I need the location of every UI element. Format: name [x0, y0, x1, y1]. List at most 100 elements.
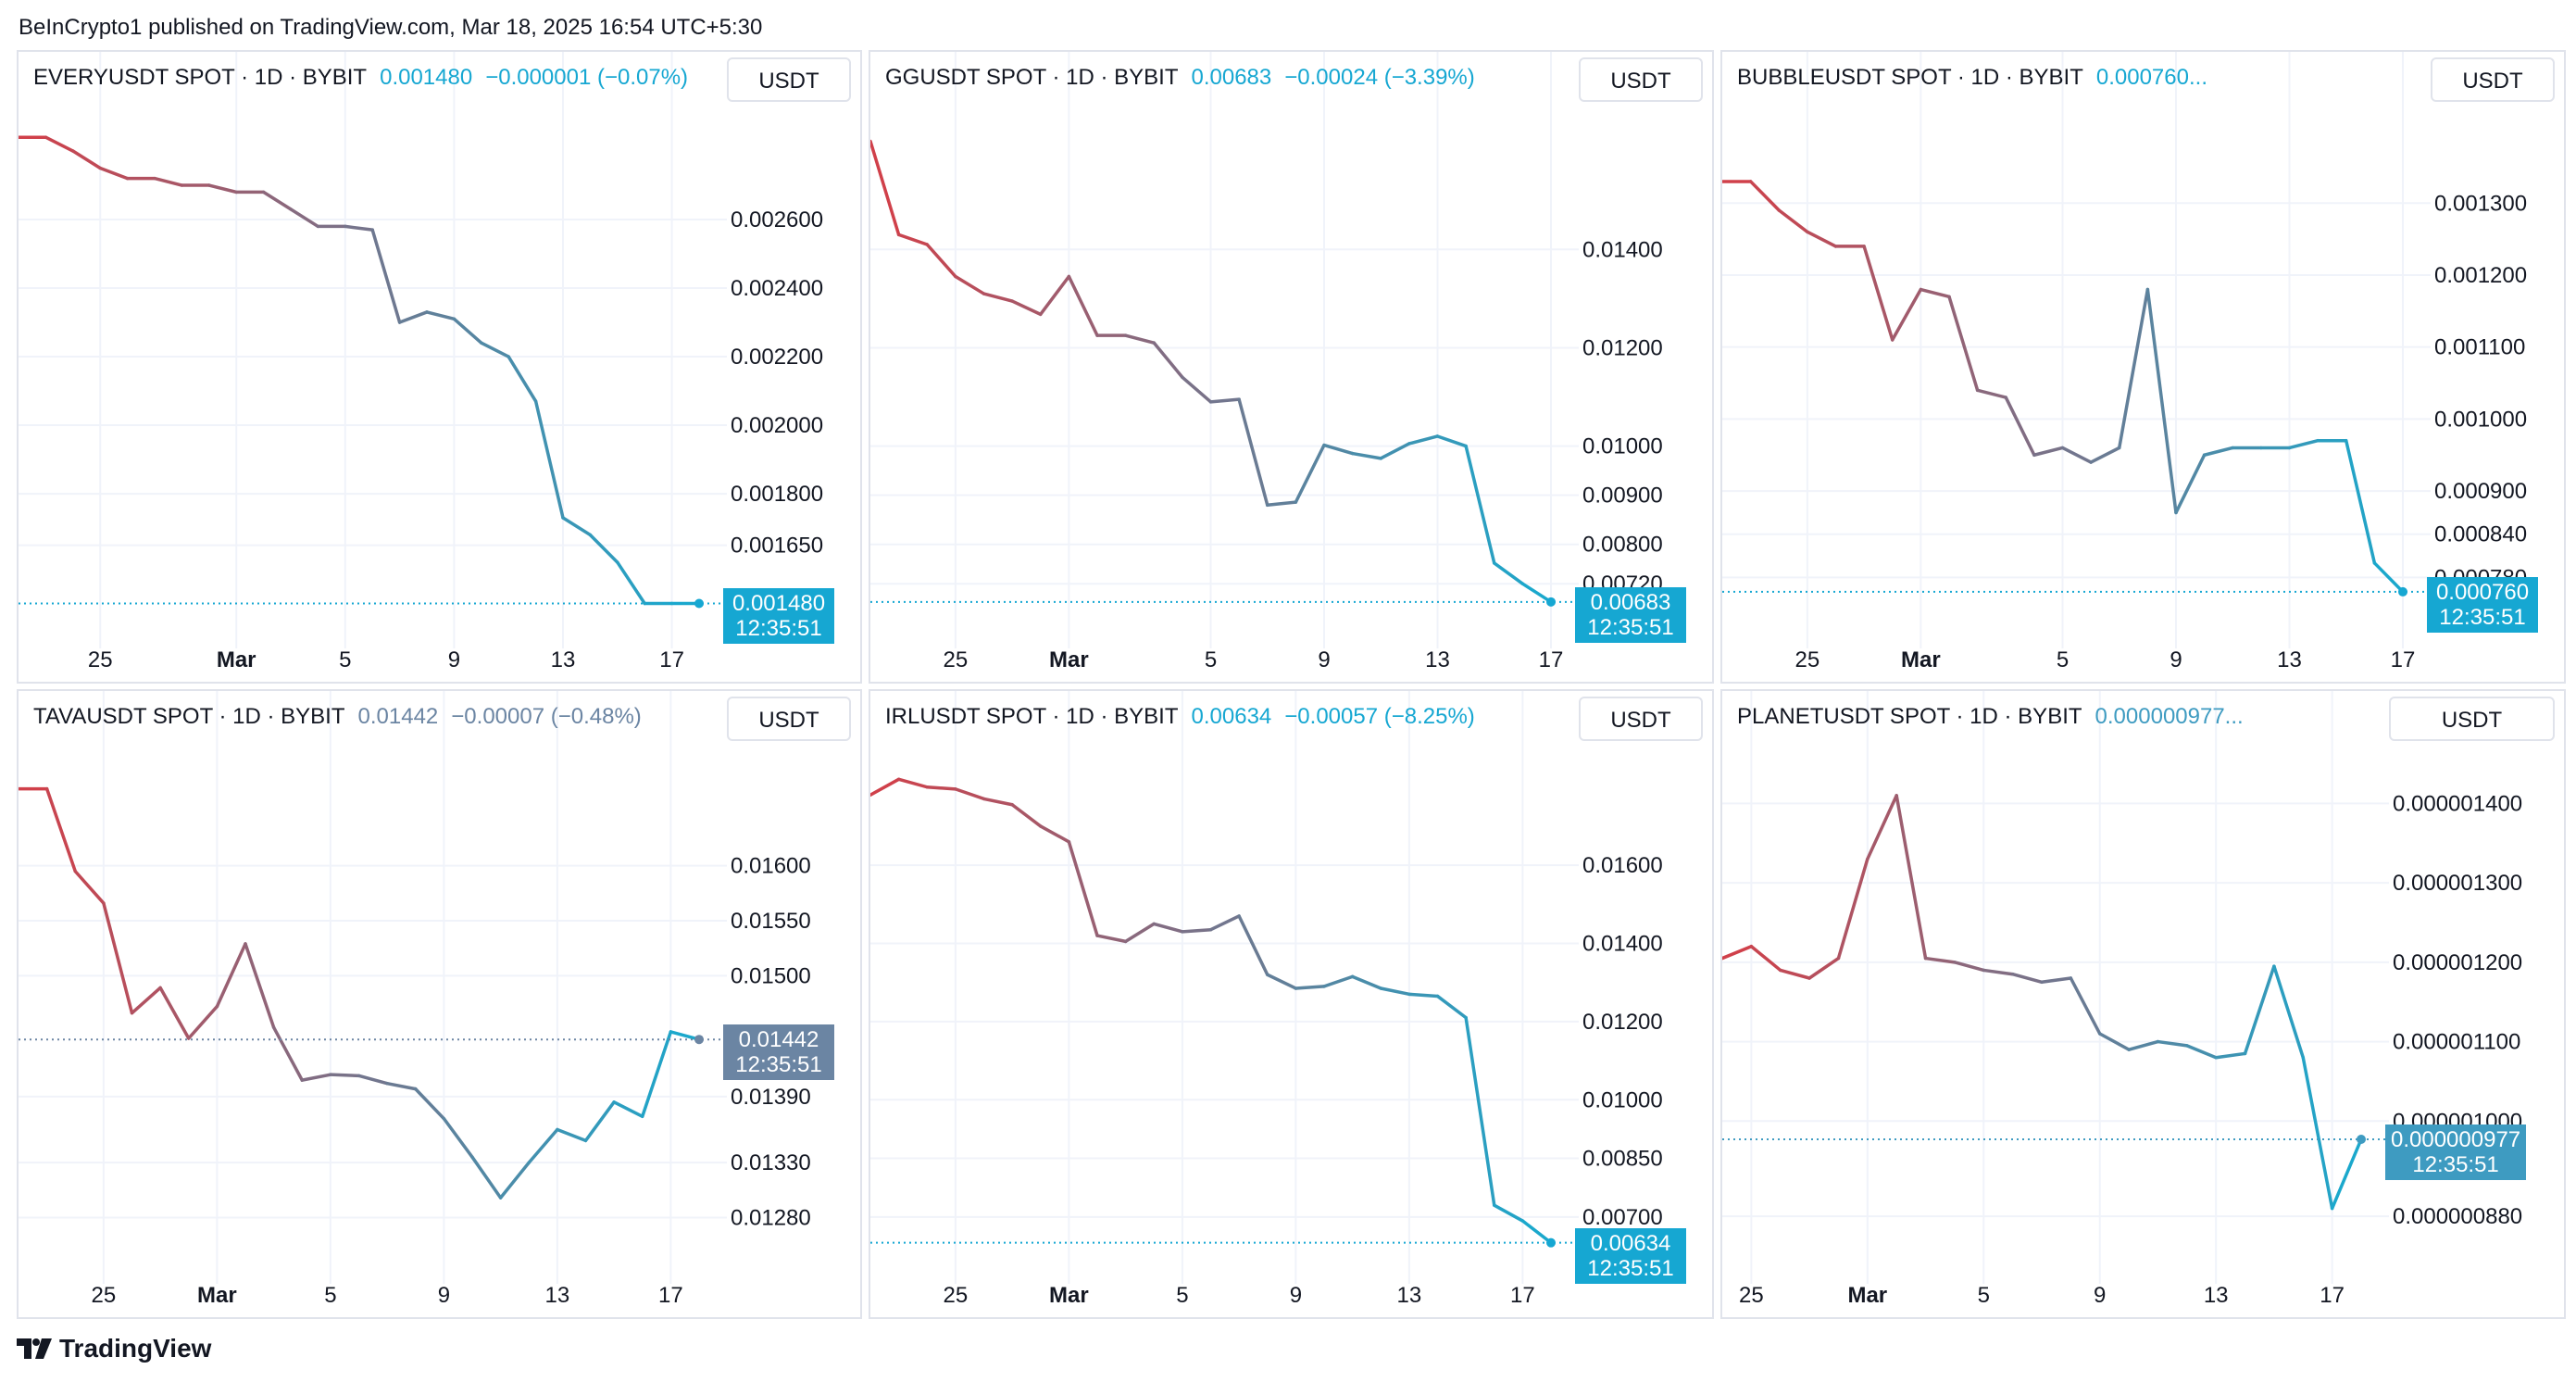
x-tick-label: 5 [2057, 647, 2069, 672]
chart-legend[interactable]: EVERYUSDT SPOT · 1D · BYBIT 0.001480 −0.00… [33, 65, 688, 91]
currency-unit-button[interactable]: USDT [2389, 697, 2555, 741]
price-line-segment [616, 560, 646, 606]
price-line-segment [2010, 972, 2044, 985]
price-line-segment [480, 341, 510, 358]
x-tick-label: 9 [2094, 1283, 2106, 1308]
y-tick-label: 0.001000 [2434, 407, 2527, 432]
y-tick-label: 0.01200 [1582, 335, 1663, 360]
x-tick-label: 17 [1539, 647, 1564, 672]
price-line-segment [397, 310, 429, 324]
price-line-segment [2060, 446, 2093, 464]
last-price-dot [1546, 1238, 1556, 1248]
price-line-segment [1181, 927, 1213, 934]
price-line-segment [870, 777, 901, 797]
currency-unit-button[interactable]: USDT [1579, 57, 1703, 102]
price-line-segment [925, 243, 957, 279]
bar-countdown: 12:35:51 [2439, 604, 2526, 630]
y-tick-label: 0.01400 [1582, 237, 1663, 262]
chart-panel[interactable]: 0.000001400 0.000001300 0.000001200 0.00000… [1720, 689, 2566, 1319]
price-line-segment [1266, 500, 1298, 508]
x-tick-label: 25 [1795, 647, 1820, 672]
x-tick-label: 17 [659, 647, 684, 672]
price-line-segment [896, 777, 929, 789]
currency-unit-button[interactable]: USDT [1579, 697, 1703, 741]
price-line-segment [244, 942, 276, 1029]
x-tick-label: 5 [1205, 647, 1217, 672]
price-line-segment [385, 1081, 418, 1091]
y-tick-label: 0.001100 [2434, 335, 2525, 360]
price-line-segment [425, 310, 456, 321]
chart-legend[interactable]: IRLUSDT SPOT · 1D · BYBIT 0.00634 −0.00057… [885, 704, 1475, 730]
bar-countdown: 12:35:51 [735, 616, 822, 642]
published-caption: BeInCrypto1 published on TradingView.com… [19, 15, 763, 40]
price-line-segment [102, 901, 134, 1015]
price-line-segment [98, 166, 130, 181]
price-line-segment [1749, 944, 1782, 973]
legend-price: 0.00634 [1191, 704, 1272, 729]
price-line-segment [2156, 1039, 2189, 1048]
chart-legend[interactable]: PLANETUSDT SPOT · 1D · BYBIT 0.000000977.… [1737, 704, 2244, 730]
chart-panel[interactable]: 0.002600 0.002400 0.002200 0.002000 0.001800… [17, 50, 862, 684]
x-tick-label: 13 [1397, 1283, 1422, 1308]
y-tick-label: 0.01200 [1582, 1010, 1663, 1035]
x-tick-label: 5 [1176, 1283, 1188, 1308]
currency-unit-button[interactable]: USDT [2431, 57, 2555, 102]
price-line-segment [982, 797, 1014, 807]
last-price-value: 0.00683 [1590, 589, 1671, 615]
price-line-segment [1923, 956, 1957, 964]
y-tick-label: 0.01000 [1582, 1087, 1663, 1112]
symbol-title: EVERYUSDT SPOT · 1D · BYBIT [33, 65, 368, 90]
legend-change: −0.00024 (−3.39%) [1284, 65, 1475, 90]
price-line-segment [1379, 442, 1411, 460]
chart-panel[interactable]: 0.01600 0.01400 0.01200 0.01000 0.00850 0.007… [869, 689, 1714, 1319]
price-line-segment [2174, 453, 2207, 515]
currency-unit-button[interactable]: USDT [727, 697, 851, 741]
price-line-segment [533, 399, 565, 520]
y-tick-label: 0.01280 [731, 1205, 811, 1230]
price-line-segment [130, 986, 162, 1015]
chart-panel[interactable]: 0.01400 0.01200 0.01000 0.00900 0.00800 0.007… [869, 50, 1714, 684]
y-tick-label: 0.001650 [731, 534, 823, 559]
last-price-value: 0.001480 [732, 591, 826, 617]
price-line-segment [261, 190, 293, 211]
x-tick-label: 17 [1510, 1283, 1535, 1308]
price-line-segment [1237, 914, 1269, 976]
price-line-segment [1123, 333, 1156, 345]
currency-unit-button[interactable]: USDT [727, 57, 851, 102]
price-line-segment [1778, 968, 1811, 980]
x-tick-label: 13 [2204, 1283, 2229, 1308]
y-tick-label: 0.01330 [731, 1150, 811, 1175]
last-price-value: 0.00634 [1590, 1230, 1671, 1256]
chart-svg: 0.01600 0.01400 0.01200 0.01000 0.00850 0.007… [870, 691, 1663, 1308]
last-price-value: 0.000000977 [2391, 1127, 2521, 1152]
y-tick-label: 0.00850 [1582, 1147, 1663, 1172]
y-tick-label: 0.000001100 [2393, 1030, 2520, 1055]
price-line-segment [1919, 287, 1951, 299]
last-price-dot [694, 1035, 704, 1045]
tradingview-brand: TradingView [59, 1334, 212, 1363]
price-line-segment [1807, 956, 1841, 980]
y-tick-label: 0.01550 [731, 909, 811, 934]
chart-legend[interactable]: TAVAUSDT SPOT · 1D · BYBIT 0.01442 −0.0000… [33, 704, 642, 730]
x-tick-label: 13 [545, 1283, 570, 1308]
last-price-tag: 0.00683 12:35:51 [1575, 586, 1686, 643]
chart-panel[interactable]: 0.01600 0.01550 0.01500 0.01390 0.01330 0.012… [17, 689, 862, 1319]
y-tick-label: 0.001200 [2434, 263, 2527, 288]
bar-countdown: 12:35:51 [1587, 1255, 1674, 1281]
chart-panel[interactable]: 0.001300 0.001200 0.001100 0.001000 0.000900… [1720, 50, 2566, 684]
price-line-segment [954, 787, 986, 801]
chart-legend[interactable]: BUBBLEUSDT SPOT · 1D · BYBIT 0.000760... [1737, 65, 2207, 91]
y-tick-label: 0.00900 [1582, 484, 1663, 509]
price-line-segment [1095, 934, 1128, 944]
x-tick-label: 9 [1318, 647, 1330, 672]
legend-price: 0.01442 [357, 704, 439, 729]
price-line-segment [1208, 397, 1241, 404]
x-tick-label: Mar [1049, 647, 1089, 672]
y-tick-label: 0.000840 [2434, 522, 2527, 547]
price-line-segment [1407, 992, 1440, 999]
price-line-segment [1947, 295, 1980, 393]
last-price-tag: 0.000000977 12:35:51 [2385, 1124, 2527, 1180]
chart-legend[interactable]: GGUSDT SPOT · 1D · BYBIT 0.00683 −0.00024 … [885, 65, 1475, 91]
price-line-segment [1975, 388, 2007, 399]
tradingview-logo[interactable]: TradingView [17, 1334, 211, 1363]
